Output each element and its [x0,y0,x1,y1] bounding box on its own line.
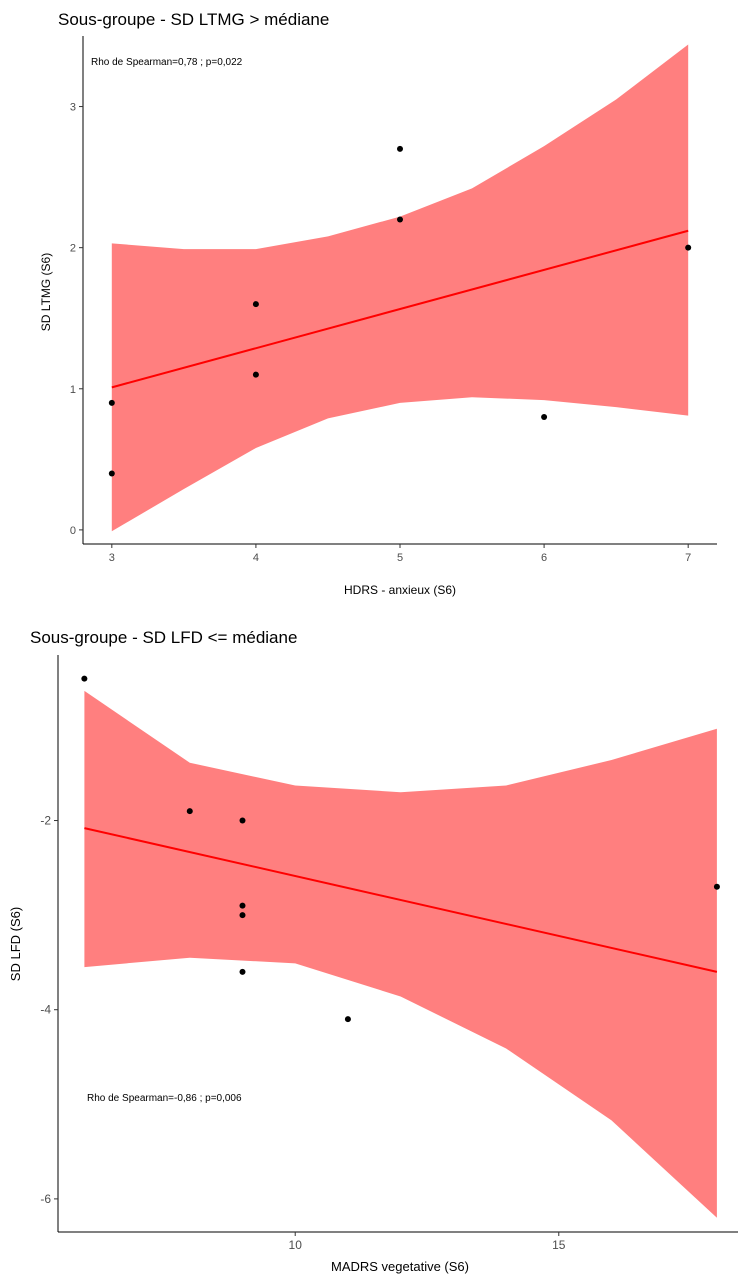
data-point [713,883,720,890]
fit-line-layer [111,229,689,389]
chart-title: Sous-groupe - SD LTMG > médiane [58,10,329,29]
y-axis-label: SD LTMG (S6) [39,253,53,331]
y-tick-label: -2 [40,814,51,828]
chart-lfd: Sous-groupe - SD LFD <= médiane 10 15 -6-… [8,628,738,1274]
data-point [239,817,246,824]
x-axis-label: MADRS vegetative (S6) [331,1259,469,1274]
data-point [344,1016,351,1023]
data-point [108,399,115,406]
chart-title: Sous-groupe - SD LFD <= médiane [30,628,297,647]
data-point [397,216,403,223]
x-tick-label: 7 [685,552,691,564]
data-point [81,675,88,682]
confidence-band-layer [111,44,689,532]
data-point [541,414,548,420]
x-tick-label: 15 [552,1238,566,1252]
x-tick-label: 4 [253,552,259,564]
regression-line [84,827,718,973]
data-point [108,470,115,477]
spearman-annotation: Rho de Spearman=0,78 ; p=0,022 [91,57,243,68]
x-ticks: 3 4 5 6 7 [109,544,691,564]
x-tick-label: 6 [541,552,547,564]
y-tick-label: 1 [70,384,76,396]
y-axis-label: SD LFD (S6) [8,907,23,981]
data-point [239,902,246,909]
data-point [685,244,692,251]
points-layer [108,145,692,477]
y-tick-label: -6 [40,1192,51,1206]
x-ticks: 10 15 [289,1232,566,1252]
data-point [239,912,246,919]
y-tick-label: 2 [70,243,76,255]
y-ticks: -6 -4 -2 [40,814,58,1206]
y-ticks: 0 1 2 3 [70,102,83,537]
y-tick-label: 3 [70,102,76,114]
y-tick-label: 0 [70,525,76,537]
points-layer [81,675,720,1023]
data-point [239,968,246,975]
regression-line [111,229,689,389]
x-axis-label: HDRS - anxieux (S6) [344,583,456,597]
y-tick-label: -4 [40,1003,51,1017]
data-point [252,371,259,378]
data-point [186,808,193,815]
x-tick-label: 10 [289,1238,303,1252]
data-point [252,301,259,308]
fit-line-layer [84,827,718,973]
x-tick-label: 5 [397,552,403,564]
spearman-annotation: Rho de Spearman=-0,86 ; p=0,006 [87,1093,242,1104]
data-point [397,145,403,152]
confidence-band [111,44,689,532]
chart-ltmg: Sous-groupe - SD LTMG > médiane 3 4 5 6 7 0 1… [39,10,717,597]
x-tick-label: 3 [109,552,115,564]
